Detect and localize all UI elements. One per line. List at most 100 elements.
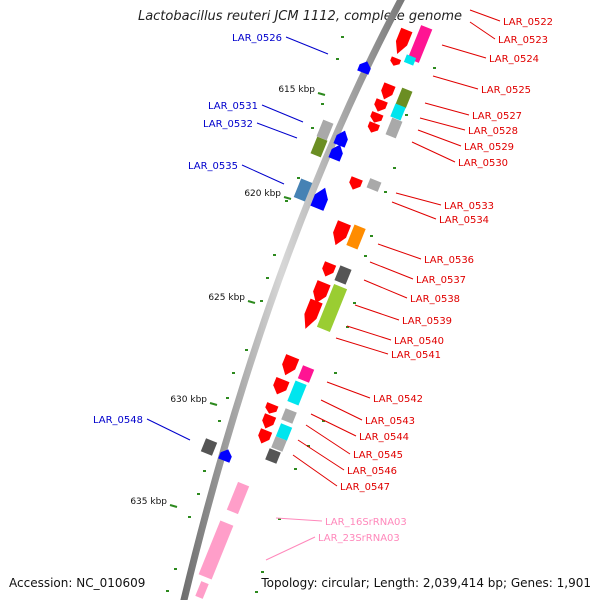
gene-label-reverse[interactable]: LAR_0541 (391, 350, 441, 361)
gene-label-reverse[interactable]: LAR_0539 (402, 316, 452, 327)
gene-label-reverse[interactable]: LAR_0542 (373, 394, 423, 405)
tick-mark (336, 58, 339, 60)
label-connector-line (419, 117, 466, 131)
label-connectors (146, 9, 501, 561)
gene-label-forward[interactable]: LAR_0548 (93, 415, 143, 426)
kbp-major-tick (283, 196, 292, 200)
label-connector-line (411, 141, 456, 163)
gene-box-pink (297, 365, 315, 383)
tick-mark (226, 397, 229, 399)
label-connector-line (391, 201, 437, 220)
gene-arrow-forward (357, 61, 371, 75)
gene-label-reverse[interactable]: LAR_0522 (503, 17, 553, 28)
gene-arrow-reverse (390, 56, 402, 66)
gene-box-dark-gray (334, 265, 352, 285)
label-connector-line (424, 102, 470, 116)
label-connector-line (369, 261, 414, 280)
rrna-feature (195, 581, 209, 599)
gene-arrow-reverse (282, 354, 300, 376)
gene-label-forward[interactable]: LAR_0535 (188, 161, 238, 172)
gene-arrow-reverse (374, 98, 388, 112)
tick-mark (321, 103, 324, 105)
gene-label-reverse[interactable]: LAR_0540 (394, 336, 444, 347)
tick-mark (218, 420, 221, 422)
label-connector-line (297, 439, 345, 471)
gene-label-rrna[interactable]: LAR_23SrRNA03 (318, 533, 400, 544)
gene-box-cyan (390, 103, 406, 121)
tick-mark (174, 568, 177, 570)
gene-label-reverse[interactable]: LAR_0525 (481, 85, 531, 96)
gene-arrow-reverse (333, 220, 351, 246)
tick-mark (341, 36, 344, 38)
gene-label-reverse[interactable]: LAR_0527 (472, 111, 522, 122)
kbp-label: 630 kbp (170, 395, 207, 405)
gene-label-reverse[interactable]: LAR_0534 (439, 215, 489, 226)
gene-label-reverse[interactable]: LAR_0523 (498, 35, 548, 46)
tick-mark (197, 493, 200, 495)
tick-mark (294, 468, 297, 470)
tick-mark (346, 326, 349, 328)
rrna-16s-feature (226, 481, 250, 515)
gene-box-olive (395, 87, 413, 109)
label-connector-line (377, 243, 422, 260)
label-connector-line (292, 454, 338, 487)
gene-label-reverse[interactable]: LAR_0546 (347, 466, 397, 477)
gene-label-forward[interactable]: LAR_0526 (232, 33, 282, 44)
gene-arrow-reverse (273, 376, 290, 395)
gene-arrow-reverse (265, 402, 279, 414)
tick-mark (278, 518, 281, 520)
gene-label-reverse[interactable]: LAR_0537 (416, 275, 466, 286)
tick-mark (297, 177, 300, 179)
label-connector-line (432, 75, 479, 90)
label-connector-line (275, 517, 323, 522)
tick-mark (334, 372, 337, 374)
label-connector-line (146, 418, 191, 441)
tick-mark (370, 235, 373, 237)
gene-label-reverse[interactable]: LAR_0538 (410, 294, 460, 305)
gene-label-reverse[interactable]: LAR_0547 (340, 482, 390, 493)
label-connector-line (320, 399, 363, 421)
gene-arrow-reverse (304, 298, 323, 329)
gene-box-pink (407, 25, 433, 63)
tick-mark (307, 445, 310, 447)
tick-mark (384, 191, 387, 193)
gene-box-gray (281, 408, 297, 424)
gene-label-reverse[interactable]: LAR_0524 (489, 54, 539, 65)
gene-label-forward[interactable]: LAR_0531 (208, 101, 258, 112)
label-connector-line (265, 536, 316, 561)
label-connector-line (469, 21, 496, 40)
tick-mark (311, 127, 314, 129)
tick-mark (393, 167, 396, 169)
gene-box-gray (316, 119, 334, 141)
kbp-label: 615 kbp (278, 85, 315, 95)
gene-box-olive (310, 136, 328, 158)
label-connector-line (305, 424, 351, 455)
gene-label-reverse[interactable]: LAR_0529 (464, 142, 514, 153)
label-connector-line (395, 192, 442, 206)
gene-arrow-reverse (349, 176, 363, 190)
tick-mark (266, 277, 269, 279)
gene-label-reverse[interactable]: LAR_0528 (468, 126, 518, 137)
gene-box-gray (366, 178, 382, 192)
gene-label-reverse[interactable]: LAR_0533 (444, 201, 494, 212)
gene-label-reverse[interactable]: LAR_0545 (353, 450, 403, 461)
gene-label-reverse[interactable]: LAR_0543 (365, 416, 415, 427)
kbp-label: 620 kbp (244, 189, 281, 199)
tick-mark (364, 255, 367, 257)
kbp-label: 635 kbp (130, 497, 167, 507)
tick-mark (273, 254, 276, 256)
gene-label-reverse[interactable]: LAR_0536 (424, 255, 474, 266)
gene-label-reverse[interactable]: LAR_0544 (359, 432, 409, 443)
gene-box-cyan (403, 54, 417, 66)
label-connector-line (241, 164, 285, 185)
gene-arrow-forward (328, 144, 343, 162)
gene-label-forward[interactable]: LAR_0532 (203, 119, 253, 130)
gene-label-reverse[interactable]: LAR_0530 (458, 158, 508, 169)
tick-mark (203, 470, 206, 472)
gene-box-lime (316, 284, 348, 332)
gene-label-rrna[interactable]: LAR_16SrRNA03 (325, 517, 407, 528)
tick-mark (255, 591, 258, 593)
tick-mark (405, 114, 408, 116)
label-connector-line (335, 337, 389, 355)
